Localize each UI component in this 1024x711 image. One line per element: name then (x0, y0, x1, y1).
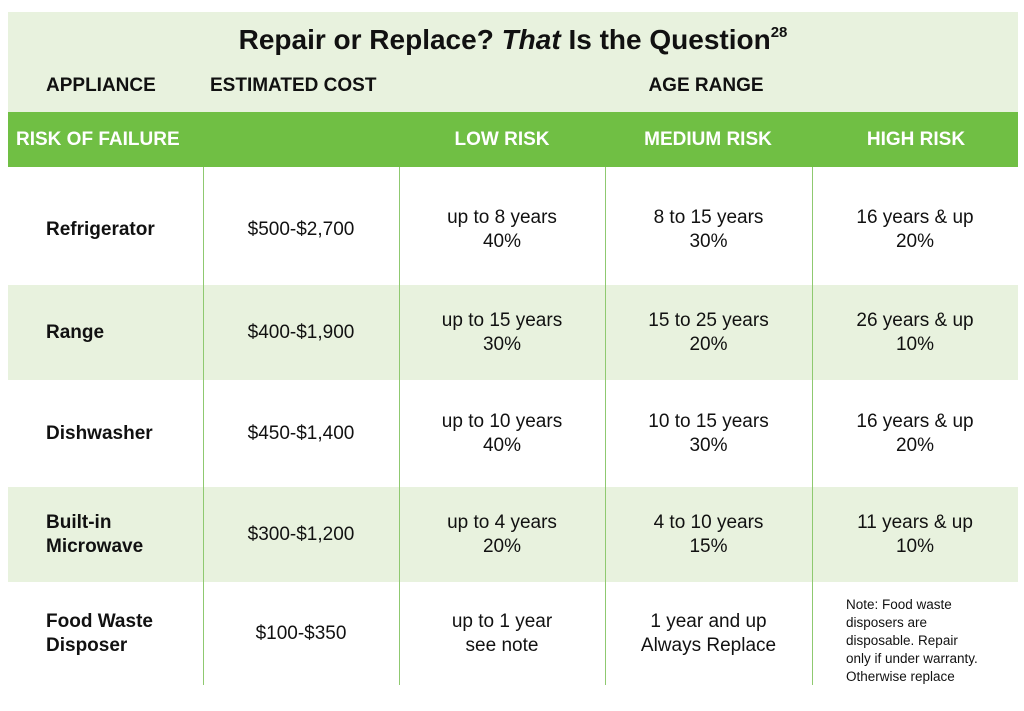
high-risk-food-waste-note: Note: Food waste disposers are disposabl… (846, 597, 978, 684)
appliance-refrigerator: Refrigerator (46, 218, 155, 240)
low-risk-range: up to 15 years 30% (441, 309, 563, 355)
col-header-appliance: APPLIANCE (46, 75, 156, 96)
risk-of-failure-label: RISK OF FAILURE (16, 129, 180, 150)
cost-range: $400-$1,900 (247, 321, 355, 343)
cost-food-waste-disposer: $100-$350 (255, 622, 347, 644)
medium-risk-dishwasher: 10 to 15 years 30% (648, 410, 769, 456)
appliance-built-in-microwave: Built-in Microwave (46, 511, 144, 557)
low-risk-refrigerator: up to 8 years 40% (447, 206, 557, 252)
title-italic: That (501, 24, 561, 55)
table-title: Repair or Replace? That Is the Question2… (8, 22, 1018, 58)
risk-header-bar (8, 112, 1018, 167)
medium-risk-refrigerator: 8 to 15 years 30% (653, 206, 764, 252)
col-header-age-range: AGE RANGE (648, 75, 764, 96)
row-band-1 (8, 167, 1018, 285)
appliance-range: Range (46, 321, 105, 343)
low-risk-header: LOW RISK (454, 129, 550, 150)
medium-risk-built-in-microwave: 4 to 10 years 15% (653, 511, 764, 557)
title-prefix: Repair or Replace? (238, 24, 502, 55)
low-risk-dishwasher: up to 10 years 40% (441, 410, 563, 456)
cost-dishwasher: $450-$1,400 (247, 422, 355, 444)
medium-risk-header: MEDIUM RISK (644, 129, 772, 150)
row-band-3 (8, 380, 1018, 487)
column-divider (812, 167, 813, 685)
title-suffix: Is the Question (560, 24, 771, 55)
column-divider (399, 167, 400, 685)
high-risk-range: 26 years & up 10% (856, 309, 974, 355)
high-risk-header: HIGH RISK (866, 129, 966, 150)
cost-refrigerator: $500-$2,700 (247, 218, 355, 240)
medium-risk-food-waste-disposer: 1 year and up Always Replace (640, 610, 777, 656)
header-background (8, 12, 1018, 112)
row-band-5 (8, 582, 1018, 685)
row-band-4 (8, 487, 1018, 582)
title-footnote: 28 (770, 24, 788, 41)
col-header-cost: ESTIMATED COST (210, 75, 377, 96)
low-risk-built-in-microwave: up to 4 years 20% (447, 511, 557, 557)
column-divider (203, 167, 204, 685)
low-risk-food-waste-disposer: up to 1 year see note (451, 610, 553, 656)
cost-built-in-microwave: $300-$1,200 (247, 523, 355, 545)
high-risk-built-in-microwave: 11 years & up 10% (857, 511, 973, 557)
medium-risk-range: 15 to 25 years 20% (648, 309, 769, 355)
high-risk-dishwasher: 16 years & up 20% (856, 410, 974, 456)
appliance-food-waste-disposer: Food Waste Disposer (46, 610, 153, 656)
row-band-2 (8, 285, 1018, 380)
column-divider (605, 167, 606, 685)
high-risk-refrigerator: 16 years & up 20% (856, 206, 974, 252)
appliance-dishwasher: Dishwasher (46, 422, 153, 444)
